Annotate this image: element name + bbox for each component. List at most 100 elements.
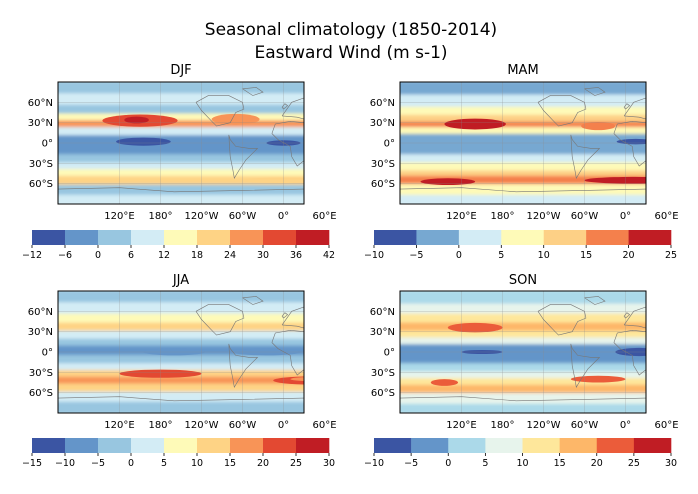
wind-band: [400, 106, 646, 117]
wind-band: [400, 363, 646, 374]
coastline: [359, 335, 369, 347]
coastline: [570, 343, 601, 389]
coastline: [58, 187, 304, 193]
map-frame: [57, 81, 305, 205]
map-frame: [57, 290, 305, 414]
colorbar-swatch: [296, 230, 330, 245]
wind-band: [58, 376, 304, 386]
lat-tick-label: 60°N: [370, 307, 395, 318]
wind-band: [400, 194, 646, 204]
colorbar: −15 −10 −5 0 5 10 15 20 25 30: [22, 438, 335, 469]
wind-jet: [447, 322, 503, 333]
colorbar-tick-label: 15: [554, 458, 566, 469]
coastlines: [58, 87, 339, 193]
wind-band: [58, 313, 304, 325]
lon-tick-label: 180°: [148, 420, 172, 431]
panel-title: JJA: [172, 273, 189, 288]
lon-tick-label: 180°: [490, 211, 514, 222]
lon-tick-label: 60°W: [571, 420, 599, 431]
colorbar-swatch: [131, 438, 165, 453]
coastline: [195, 95, 245, 127]
wind-band: [400, 371, 646, 381]
wind-jet: [581, 121, 616, 131]
colorbar-swatch: [374, 438, 412, 453]
wind-band: [58, 338, 304, 348]
wind-band: [400, 175, 646, 187]
wind-band: [58, 355, 304, 366]
colorbar-tick-label: −10: [364, 458, 384, 469]
wind-band: [400, 403, 646, 413]
wind-band: [58, 175, 304, 187]
panel-mam: MAM 60°N 30°N 0° 30°S 60°S 120°E 180° 120°W 60°W 0…: [364, 63, 679, 261]
colorbar-tick-label: 30: [257, 250, 269, 261]
lon-tick-label: 60°E: [312, 420, 336, 431]
coastline: [570, 134, 601, 180]
colorbar-swatch: [596, 438, 635, 453]
colorbar-tick-label: 5: [482, 458, 488, 469]
colorbar-swatch: [374, 230, 417, 245]
coastline: [242, 296, 264, 305]
lon-tick-label: 60°E: [654, 420, 678, 431]
colorbar-tick-label: 18: [191, 250, 203, 261]
lon-tick-label: 60°W: [229, 420, 257, 431]
colorbar-swatch: [263, 438, 297, 453]
coastline: [613, 120, 646, 167]
coastline: [584, 87, 606, 96]
lat-tick-label: 60°S: [29, 179, 53, 190]
panel-son: SON 60°N 30°N 0° 30°S 60°S 120°E 180° 120°W 60°W 0…: [364, 273, 679, 469]
coastline: [584, 296, 606, 305]
panel-title: MAM: [507, 63, 538, 78]
lat-tick-label: 30°S: [29, 368, 53, 379]
coastline: [58, 396, 304, 402]
coastlines: [58, 296, 369, 402]
colorbar-swatch: [65, 438, 99, 453]
lon-tick-label: 120°W: [527, 211, 561, 222]
lat-tick-label: 60°N: [28, 98, 53, 109]
colorbar-swatch: [411, 438, 449, 453]
gridlines: [58, 291, 304, 413]
lon-tick-label: 0°: [278, 211, 289, 222]
colorbar-tick-label: 20: [257, 458, 269, 469]
coastline: [271, 120, 304, 167]
colorbar-swatch: [448, 438, 486, 453]
colorbar-tick-label: 10: [538, 250, 550, 261]
wind-band: [400, 146, 646, 157]
lat-tick-label: 0°: [42, 139, 53, 150]
lon-tick-label: 0°: [278, 420, 289, 431]
colorbar-swatch: [522, 438, 560, 453]
wind-band: [400, 114, 646, 124]
wind-band: [58, 104, 304, 116]
panel-title: DJF: [170, 63, 191, 78]
coastline: [325, 129, 339, 137]
wind-band: [400, 94, 646, 109]
colorbar-swatch: [32, 230, 66, 245]
colorbar-swatch: [458, 230, 502, 245]
colorbar-tick-label: 5: [498, 250, 504, 261]
lat-tick-label: 0°: [42, 348, 53, 359]
colorbar: −10 −5 0 5 10 15 20 25 30: [364, 438, 677, 469]
wind-jet: [584, 176, 646, 184]
lon-tick-label: 120°E: [104, 211, 134, 222]
lat-tick-label: 0°: [384, 348, 395, 359]
lat-tick-label: 60°S: [371, 388, 395, 399]
lat-tick-label: 30°S: [371, 368, 395, 379]
lon-tick-label: 0°: [620, 420, 631, 431]
wind-jet: [273, 376, 304, 385]
wind-band: [58, 330, 304, 341]
colorbar-tick-label: 25: [628, 458, 640, 469]
panel-jja: JJA 60°N 30°N 0° 30°S 60°S 120°E 180° 120°W 60°W 0…: [22, 273, 369, 469]
colorbar-tick-label: 10: [516, 458, 528, 469]
lat-tick-label: 30°N: [28, 118, 53, 129]
coastlines: [400, 87, 646, 193]
wind-band: [400, 162, 646, 173]
lat-tick-label: 30°N: [370, 118, 395, 129]
wind-band: [58, 120, 304, 130]
lon-tick-label: 120°E: [104, 420, 134, 431]
colorbar-tick-label: 5: [161, 458, 167, 469]
lon-tick-label: 60°W: [229, 211, 257, 222]
colorbar-tick-label: −15: [22, 458, 42, 469]
colorbar: −12 −6 0 6 12 18 24 30 36 42: [22, 230, 335, 261]
colorbar-swatch: [230, 438, 264, 453]
lat-tick-label: 30°N: [28, 327, 53, 338]
coastline: [623, 103, 631, 110]
